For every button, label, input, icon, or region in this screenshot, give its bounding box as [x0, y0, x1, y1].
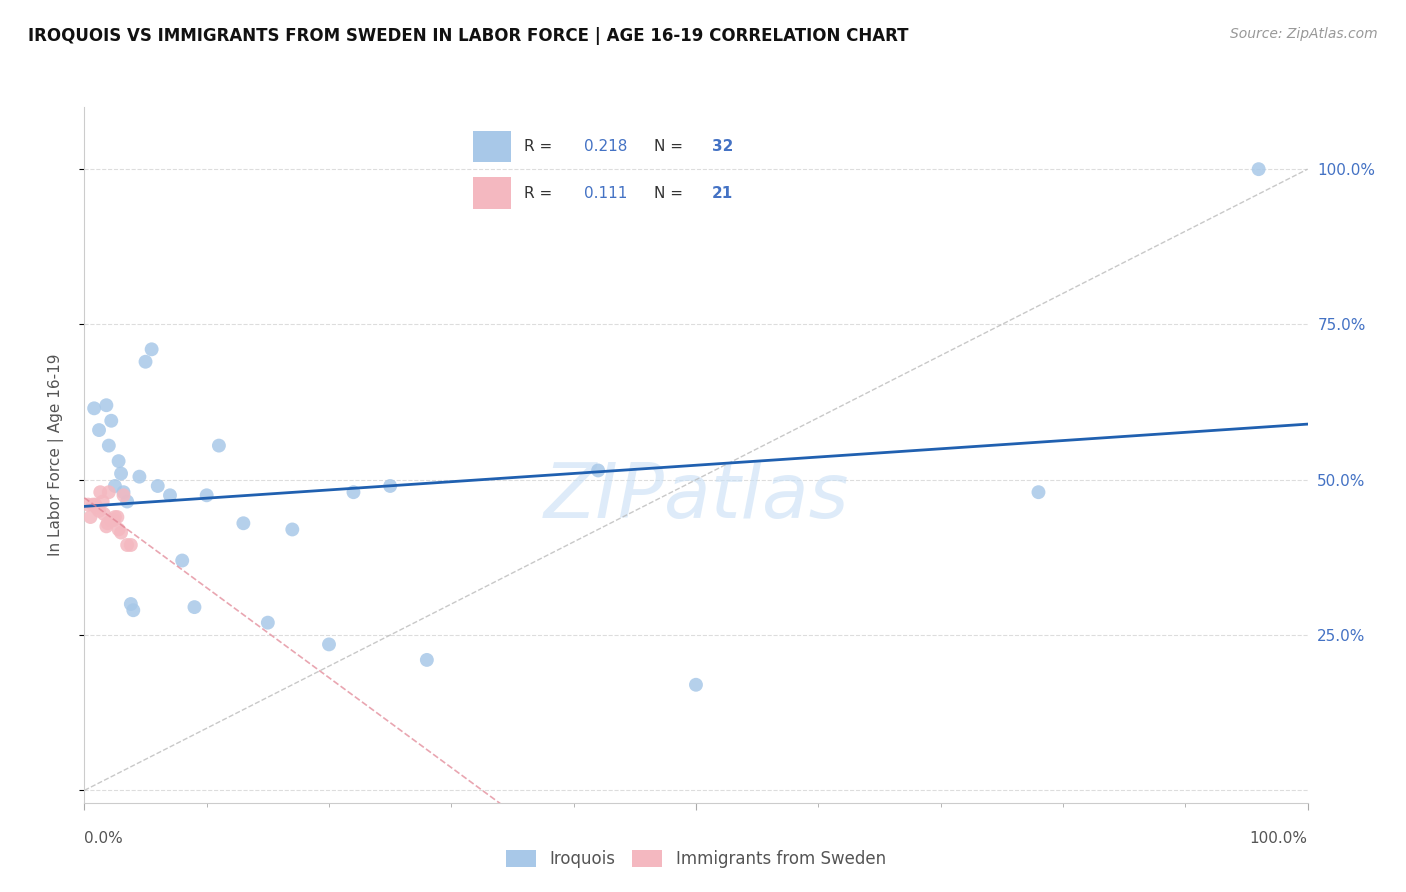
Point	[105, 510, 128, 524]
Point	[172, 553, 194, 567]
Point	[91, 494, 114, 508]
Point	[86, 500, 108, 515]
Point	[135, 355, 157, 369]
Point	[77, 498, 100, 512]
Point	[79, 510, 101, 524]
Point	[1028, 485, 1050, 500]
Point	[97, 485, 120, 500]
Point	[103, 513, 125, 527]
Point	[107, 454, 129, 468]
Point	[416, 653, 439, 667]
Point	[115, 494, 138, 508]
Text: 100.0%: 100.0%	[1250, 830, 1308, 846]
Point	[281, 523, 304, 537]
Point	[232, 516, 254, 531]
Point	[87, 504, 110, 518]
Text: Source: ZipAtlas.com: Source: ZipAtlas.com	[1230, 27, 1378, 41]
Point	[110, 467, 132, 481]
Text: 0.0%: 0.0%	[84, 830, 124, 846]
Point	[97, 439, 120, 453]
Point	[96, 398, 118, 412]
Y-axis label: In Labor Force | Age 16-19: In Labor Force | Age 16-19	[48, 353, 63, 557]
Point	[115, 538, 138, 552]
Text: ZIPatlas: ZIPatlas	[543, 459, 849, 533]
Point	[110, 525, 132, 540]
Point	[82, 498, 104, 512]
Point	[146, 479, 169, 493]
Point	[159, 488, 181, 502]
Point	[97, 516, 120, 531]
Legend: Iroquois, Immigrants from Sweden: Iroquois, Immigrants from Sweden	[499, 843, 893, 874]
Point	[96, 519, 118, 533]
Point	[89, 485, 111, 500]
Point	[122, 603, 145, 617]
Point	[208, 439, 231, 453]
Point	[104, 479, 127, 493]
Point	[87, 423, 110, 437]
Point	[342, 485, 364, 500]
Point	[586, 463, 609, 477]
Text: IROQUOIS VS IMMIGRANTS FROM SWEDEN IN LABOR FORCE | AGE 16-19 CORRELATION CHART: IROQUOIS VS IMMIGRANTS FROM SWEDEN IN LA…	[28, 27, 908, 45]
Point	[120, 597, 142, 611]
Point	[380, 479, 402, 493]
Point	[83, 401, 105, 416]
Point	[195, 488, 218, 502]
Point	[84, 498, 107, 512]
Point	[128, 469, 150, 483]
Point	[1247, 162, 1270, 177]
Point	[318, 637, 340, 651]
Point	[100, 513, 122, 527]
Point	[107, 523, 129, 537]
Point	[141, 343, 163, 357]
Point	[120, 538, 142, 552]
Point	[93, 507, 115, 521]
Point	[183, 600, 205, 615]
Point	[685, 678, 707, 692]
Point	[257, 615, 280, 630]
Point	[104, 510, 127, 524]
Point	[100, 414, 122, 428]
Point	[112, 485, 135, 500]
Point	[112, 488, 135, 502]
